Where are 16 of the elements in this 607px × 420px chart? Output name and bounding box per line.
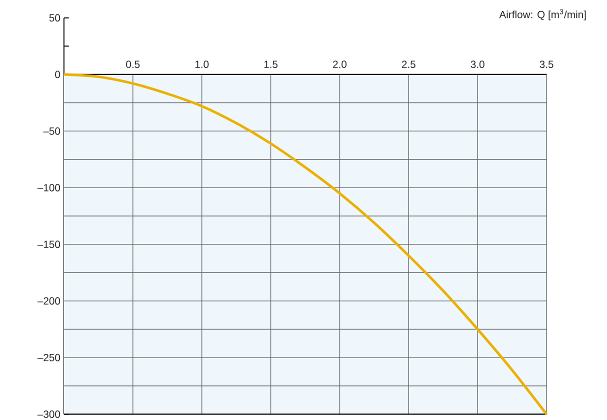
x-tick-label: 2.0 [333, 60, 347, 68]
x-tick-label: 2.5 [402, 60, 416, 68]
x-tick-label: 1.0 [195, 60, 209, 68]
x-tick-label: 3.0 [470, 60, 484, 68]
y-tick-label: 0 [55, 70, 60, 78]
x-tick-label: 0.5 [126, 60, 140, 68]
y-tick-label: –50 [43, 127, 60, 135]
y-tick-label: –300 [37, 410, 60, 418]
x-tick-label: 1.5 [264, 60, 278, 68]
y-tick-label: –150 [37, 240, 60, 248]
x-tick-label: 3.5 [540, 60, 554, 68]
y-tick-label: –250 [37, 354, 60, 362]
x-axis-title: Airflow: Q [m$^{3}$/min] [499, 9, 586, 20]
y-tick-label: 50 [49, 14, 60, 22]
y-tick-label: –100 [37, 184, 60, 192]
y-tick-label: –200 [37, 297, 60, 305]
